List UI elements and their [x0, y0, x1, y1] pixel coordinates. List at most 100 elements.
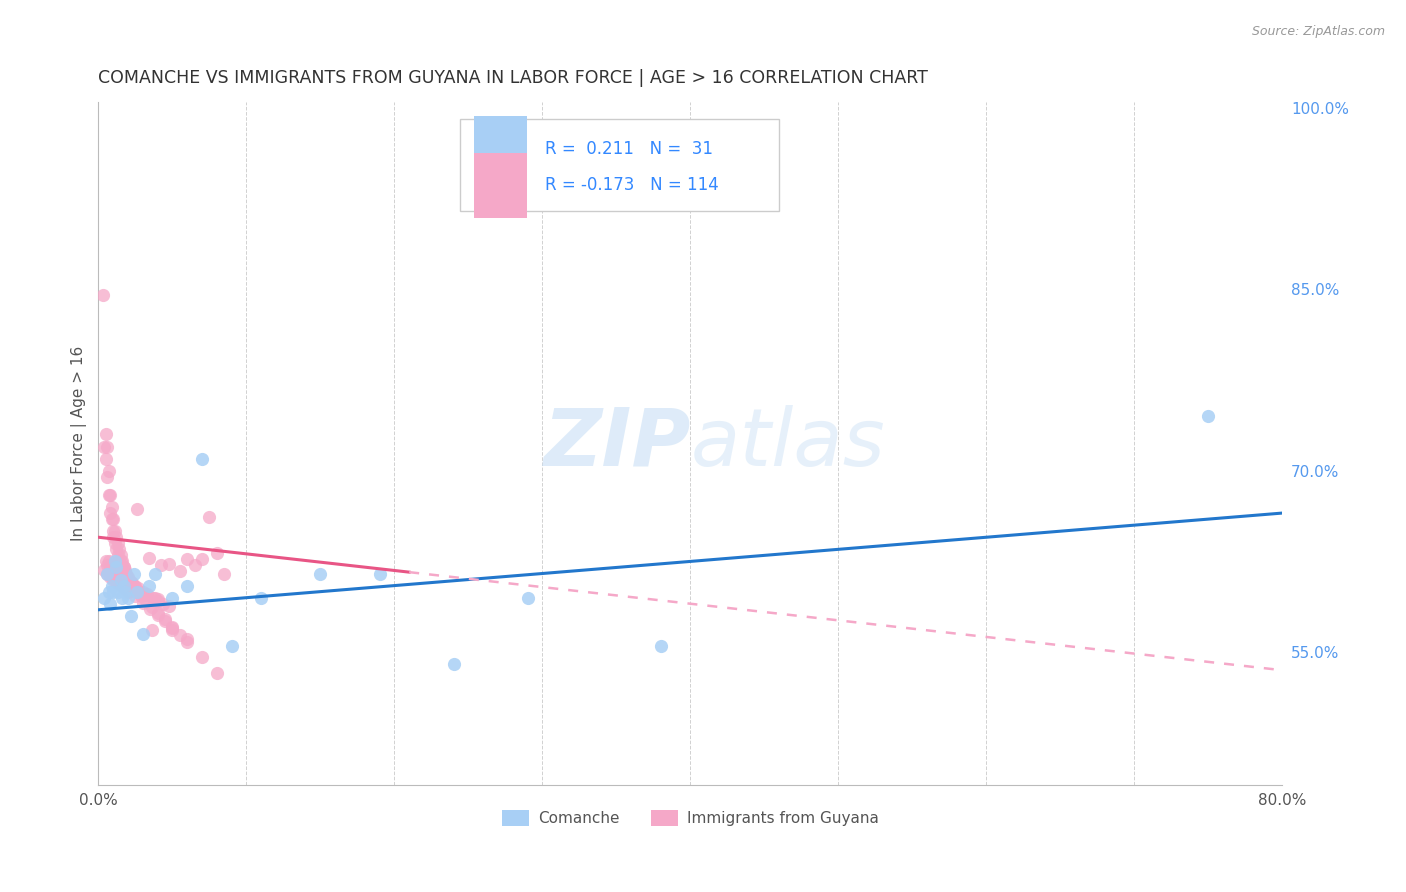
Point: [138, 578, 160, 592]
Point: [135, 588, 157, 602]
Point: [97, 584, 120, 599]
Point: [107, 566, 129, 581]
Point: [98, 506, 121, 520]
Point: [176, 552, 198, 566]
Point: [97, 464, 120, 478]
Point: [93, 563, 115, 577]
Point: [100, 512, 122, 526]
Point: [146, 594, 169, 608]
Point: [143, 591, 166, 605]
Point: [110, 549, 132, 563]
Point: [111, 554, 134, 568]
Point: [121, 576, 143, 591]
Point: [98, 560, 121, 574]
Point: [98, 597, 121, 611]
Point: [157, 557, 180, 571]
Point: [120, 608, 142, 623]
Point: [132, 584, 155, 599]
Point: [96, 470, 118, 484]
Point: [96, 558, 118, 572]
Point: [152, 597, 174, 611]
Point: [205, 665, 228, 680]
Point: [115, 569, 138, 583]
Point: [94, 427, 117, 442]
Point: [157, 599, 180, 614]
Point: [124, 590, 146, 604]
Point: [114, 584, 136, 599]
Point: [143, 566, 166, 581]
Point: [110, 569, 132, 583]
Point: [96, 566, 118, 581]
Point: [124, 578, 146, 592]
Point: [124, 581, 146, 595]
Point: [162, 624, 184, 638]
Point: [114, 573, 136, 587]
Point: [141, 600, 163, 615]
Point: [169, 564, 191, 578]
Point: [198, 509, 221, 524]
Point: [132, 587, 155, 601]
Point: [93, 591, 115, 605]
Point: [135, 594, 157, 608]
Point: [142, 591, 165, 605]
Point: [101, 573, 124, 587]
Point: [127, 581, 149, 595]
Point: [127, 584, 149, 599]
Point: [101, 512, 124, 526]
Text: ZIP: ZIP: [543, 405, 690, 483]
Point: [112, 570, 135, 584]
Point: [97, 488, 120, 502]
Point: [250, 591, 273, 605]
Point: [118, 574, 141, 589]
Point: [138, 550, 160, 565]
Point: [139, 601, 162, 615]
Point: [117, 584, 139, 599]
Point: [162, 591, 184, 605]
Point: [191, 552, 214, 566]
Point: [516, 591, 538, 605]
Point: [125, 502, 148, 516]
Point: [97, 554, 120, 568]
Point: [110, 573, 132, 587]
Point: [176, 635, 198, 649]
Point: [132, 595, 155, 609]
Text: COMANCHE VS IMMIGRANTS FROM GUYANA IN LABOR FORCE | AGE > 16 CORRELATION CHART: COMANCHE VS IMMIGRANTS FROM GUYANA IN LA…: [98, 69, 928, 87]
Point: [98, 570, 121, 584]
Point: [120, 574, 142, 589]
Point: [112, 581, 135, 595]
Point: [146, 607, 169, 622]
Point: [117, 574, 139, 589]
Point: [650, 639, 672, 653]
Point: [101, 524, 124, 538]
Point: [114, 563, 136, 577]
Point: [93, 440, 115, 454]
Point: [118, 573, 141, 587]
Legend: Comanche, Immigrants from Guyana: Comanche, Immigrants from Guyana: [496, 804, 886, 832]
Y-axis label: In Labor Force | Age > 16: In Labor Force | Age > 16: [72, 346, 87, 541]
Point: [162, 620, 184, 634]
Point: [100, 558, 122, 572]
Point: [191, 649, 214, 664]
Point: [105, 574, 128, 589]
Point: [212, 566, 235, 581]
Point: [128, 584, 150, 599]
Point: [114, 566, 136, 581]
Point: [105, 542, 128, 557]
Point: [100, 500, 122, 514]
Point: [176, 578, 198, 592]
Point: [110, 554, 132, 568]
Point: [191, 451, 214, 466]
Point: [129, 590, 152, 604]
Point: [117, 570, 139, 584]
Point: [125, 584, 148, 599]
FancyBboxPatch shape: [474, 153, 527, 218]
Point: [105, 563, 128, 577]
Point: [122, 566, 145, 581]
Point: [141, 624, 163, 638]
Point: [111, 591, 134, 605]
Point: [309, 566, 332, 581]
Point: [115, 573, 138, 587]
Point: [136, 587, 159, 601]
Point: [146, 607, 169, 621]
Point: [94, 451, 117, 466]
